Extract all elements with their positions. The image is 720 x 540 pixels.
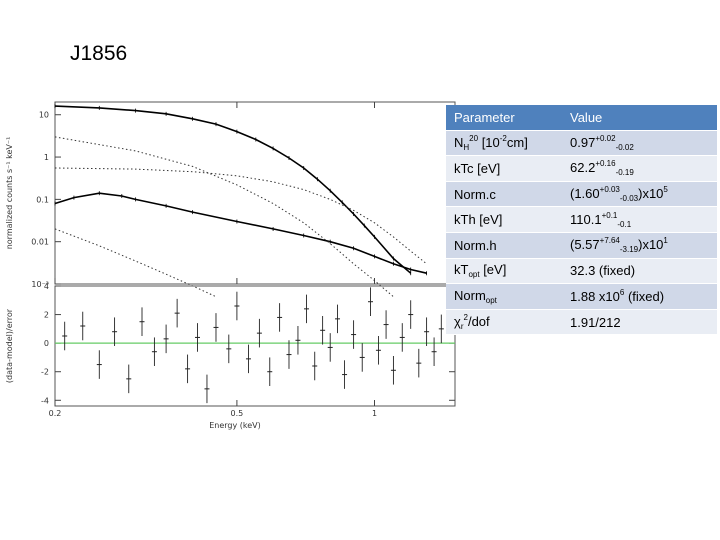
residual-frame: [54, 285, 456, 407]
table-row: Norm.h (5.57+7.64-3.19)x101: [446, 232, 717, 259]
parameter-cell: NH20 [10-2cm]: [446, 130, 562, 157]
value-sub: -0.03: [619, 194, 639, 204]
parameter-cell: Normopt: [446, 283, 562, 310]
value-post: )x10: [638, 186, 664, 202]
name-base: Norm: [454, 287, 486, 303]
model-component-line: [54, 228, 217, 298]
model-component-line: [54, 167, 427, 265]
name-base: Norm.h: [454, 237, 497, 253]
name-base: kTh [eV]: [454, 212, 503, 228]
table-row: Normopt 1.88 x106 (fixed): [446, 283, 717, 310]
parameter-cell: kTh [eV]: [446, 206, 562, 233]
residual-ytick-label: -4: [41, 396, 49, 405]
spectrum-panel: 10 1 0.1 0.01 10⁻³ normalized counts s⁻¹ keV⁻…: [5, 101, 456, 298]
value-cell: 110.1+0.1-0.1: [562, 206, 717, 233]
spectrum-ytick-label: 0.1: [36, 195, 49, 204]
value-base: 32.3 (fixed): [570, 263, 636, 279]
parameter-cell: χr2/dof: [446, 309, 562, 336]
parameter-cell: Norm.h: [446, 232, 562, 259]
name-sub: opt: [485, 295, 497, 305]
table-row: kTopt [eV] 32.3 (fixed): [446, 258, 717, 285]
parameter-cell: Norm.c: [446, 181, 562, 208]
name-sub: r: [460, 322, 464, 332]
name-end: ]: [524, 134, 528, 150]
spectrum-ylabel: normalized counts s⁻¹ keV⁻¹: [5, 137, 14, 250]
value-sub: -0.02: [615, 142, 634, 152]
spectrum-data-line: [54, 192, 427, 274]
slide-title: J1856: [70, 42, 128, 65]
residual-panel: 4 2 0 -2 -40.2 0.5 1 Energy (keV) (data-model)/e…: [5, 282, 456, 430]
table-row: NH20 [10-2cm] 0.97+0.02-0.02: [446, 130, 717, 157]
spectrum-data-line: [54, 105, 412, 274]
value-base: 1.88 x10: [570, 289, 620, 305]
name-sub: H: [463, 142, 470, 152]
value-cell: (5.57+7.64-3.19)x101: [562, 232, 717, 259]
name-sup: 20: [469, 133, 479, 143]
residual-xtick-label: 0.2: [49, 409, 62, 418]
value-base: 62.2: [570, 160, 596, 176]
header-cell: Value: [562, 105, 717, 131]
spectrum-ytick-label: 10: [39, 111, 49, 120]
value-cell: 1.88 x106 (fixed): [562, 283, 717, 310]
value-cell: 1.91/212: [562, 309, 717, 336]
name-base: χ: [454, 314, 461, 330]
residual-ytick-label: -2: [41, 368, 49, 377]
residual-ylabel: (data-model)/error: [5, 308, 14, 383]
value-cell: 0.97+0.02-0.02: [562, 130, 717, 157]
value-sub: -0.1: [617, 219, 632, 229]
value-base: 0.97: [570, 134, 596, 150]
residual-xlabel: Energy (keV): [209, 421, 261, 430]
name-tail: cm: [506, 134, 525, 150]
value-sub: -3.19: [619, 245, 639, 255]
name-base: N: [454, 134, 464, 150]
table-row: kTh [eV] 110.1+0.1-0.1: [446, 206, 717, 233]
value-pre: (5.57: [570, 237, 600, 253]
parameter-table: Parameter Value NH20 [10-2cm] 0.97+0.02-0.0…: [446, 105, 717, 336]
value-sup2: 5: [663, 185, 668, 195]
value-cell: 62.2+0.16-0.19: [562, 155, 717, 182]
value-sup: +7.64: [599, 236, 620, 246]
value-sup: +0.02: [595, 133, 616, 143]
model-component-line: [54, 136, 394, 298]
residual-ytick-label: 0: [44, 339, 49, 348]
value-sup: +0.16: [595, 159, 616, 169]
residual-ytick-label: 4: [44, 282, 49, 291]
name-base: Norm.c: [454, 186, 496, 202]
name-rest: [eV]: [479, 262, 507, 278]
residual-xtick-label: 0.5: [231, 409, 244, 418]
value-post: )x10: [638, 237, 664, 253]
table-header-row: Parameter Value: [446, 105, 717, 131]
value-sup: 6: [619, 288, 625, 298]
value-cell: 32.3 (fixed): [562, 258, 717, 285]
value-base: 110.1: [570, 211, 602, 227]
value-cell: (1.60+0.03-0.03)x105: [562, 181, 717, 208]
value-post: (fixed): [624, 289, 665, 305]
spectrum-ytick-label: 1: [44, 153, 49, 162]
name-sup: 2: [463, 313, 468, 323]
name-base: kTc [eV]: [454, 160, 501, 176]
spectrum-ytick-label: 10⁻³: [31, 280, 49, 289]
value-base: 1.91/212: [570, 314, 621, 330]
name-rest: /dof: [467, 314, 490, 330]
residual-ytick-label: 2: [44, 311, 49, 320]
spectrum-ytick-label: 0.01: [31, 238, 49, 247]
parameter-cell: kTopt [eV]: [446, 258, 562, 285]
spectrum-frame: [54, 101, 456, 285]
name-sub: opt: [468, 270, 480, 280]
table-row: kTc [eV] 62.2+0.16-0.19: [446, 155, 717, 182]
name-sup2: -2: [499, 133, 507, 143]
value-sup: +0.03: [599, 185, 620, 195]
residual-xtick-label: 1: [372, 409, 377, 418]
table-row: Norm.c (1.60+0.03-0.03)x105: [446, 181, 717, 208]
name-base: kT: [454, 262, 469, 278]
value-pre: (1.60: [570, 186, 600, 202]
value-sub: -0.19: [615, 168, 634, 178]
value-sup2: 1: [663, 236, 668, 246]
value-sup: +0.1: [601, 210, 618, 220]
table-row: χr2/dof 1.91/212: [446, 309, 717, 336]
parameter-cell: kTc [eV]: [446, 155, 562, 182]
header-cell: Parameter: [446, 105, 562, 131]
name-rest: [10: [478, 134, 500, 150]
